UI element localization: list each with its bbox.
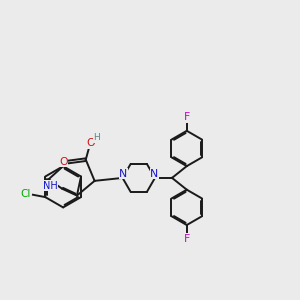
Text: NH: NH [43, 181, 58, 191]
Text: F: F [184, 234, 190, 244]
Text: H: H [93, 133, 100, 142]
Text: O: O [59, 157, 68, 167]
Text: N: N [150, 169, 158, 179]
Text: O: O [86, 138, 95, 148]
Text: Cl: Cl [20, 190, 31, 200]
Text: N: N [119, 169, 128, 179]
Text: F: F [184, 112, 190, 122]
